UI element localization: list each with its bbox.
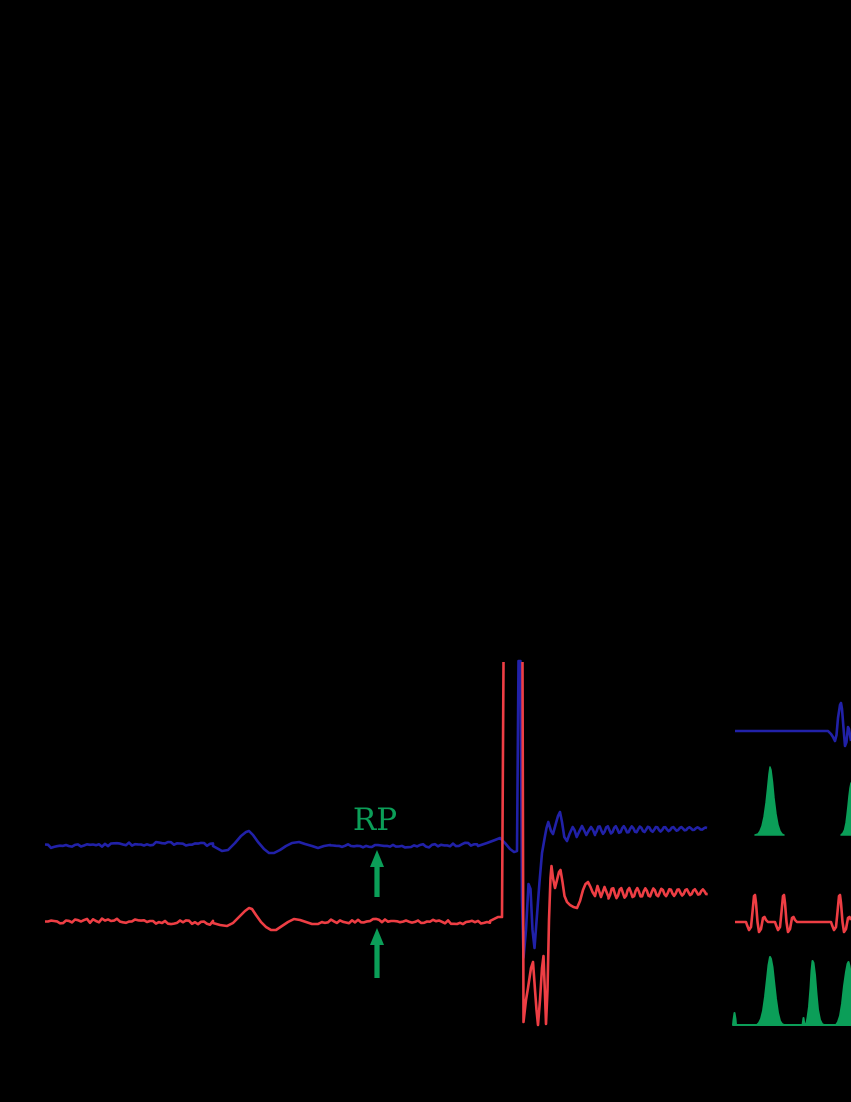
green-output-trace — [732, 956, 851, 1026]
annotation-layer: RP — [353, 802, 397, 978]
blue-signal-trace — [44, 659, 708, 960]
rp-arrow-icon — [370, 928, 384, 978]
red-template-inset-trace — [735, 893, 851, 934]
blue-template-inset-trace — [735, 701, 851, 748]
rp-arrow-icon — [370, 850, 384, 897]
rp-label: RP — [353, 802, 397, 838]
series-layer — [44, 659, 851, 1027]
red-signal-trace — [45, 661, 708, 1027]
green-template-peak-edge — [840, 782, 851, 836]
green-template-peak — [754, 766, 785, 836]
